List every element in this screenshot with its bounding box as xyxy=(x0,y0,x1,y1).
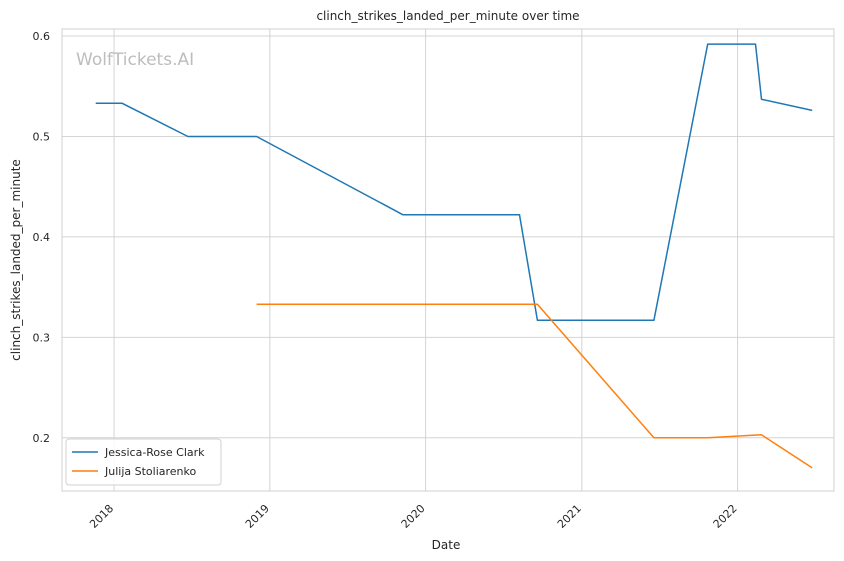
legend: Jessica-Rose Clark Julija Stoliarenko xyxy=(65,438,222,486)
chart-title: clinch_strikes_landed_per_minute over ti… xyxy=(316,9,579,23)
series-lines xyxy=(95,43,813,469)
x-tick-label: 2018 xyxy=(87,502,116,531)
legend-label-1: Julija Stoliarenko xyxy=(104,465,196,478)
y-tick-label: 0.5 xyxy=(33,130,51,143)
plot-background xyxy=(62,29,834,491)
x-tick-label: 2020 xyxy=(399,502,428,531)
series-line-0 xyxy=(95,43,813,322)
y-tick-label: 0.4 xyxy=(33,231,51,244)
y-axis-title: clinch_strikes_landed_per_minute xyxy=(9,159,23,361)
plot-frame xyxy=(61,28,835,492)
legend-box xyxy=(65,438,222,486)
legend-label-0: Jessica-Rose Clark xyxy=(104,446,205,459)
x-axis-title: Date xyxy=(432,538,461,552)
y-tick-label: 0.3 xyxy=(33,331,51,344)
x-tick-label: 2019 xyxy=(243,502,272,531)
y-tick-label: 0.6 xyxy=(33,30,51,43)
series-line-1 xyxy=(256,303,813,469)
watermark: WolfTickets.AI xyxy=(76,50,194,70)
y-tick-label: 0.2 xyxy=(33,432,51,445)
x-tick-label: 2022 xyxy=(711,502,740,531)
x-tick-label: 2021 xyxy=(555,502,584,531)
